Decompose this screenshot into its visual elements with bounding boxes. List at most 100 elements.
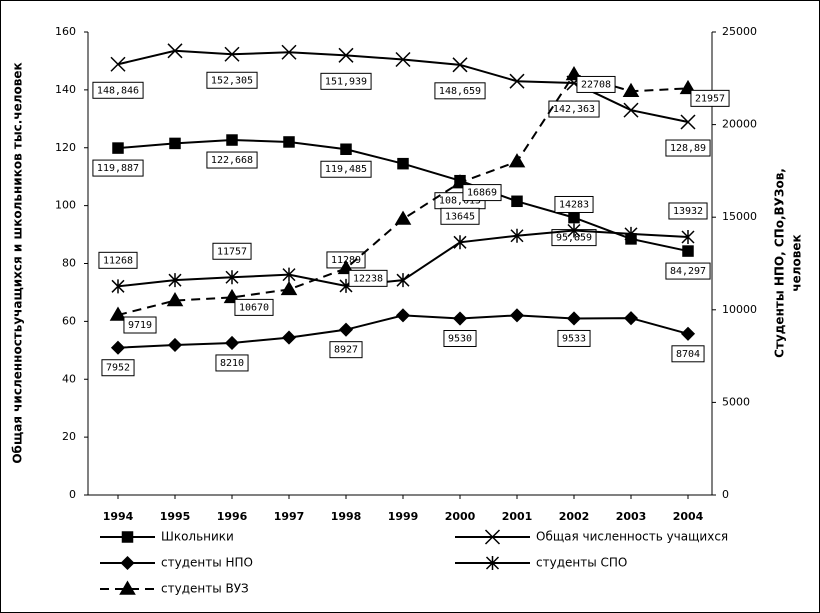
data-point (509, 73, 525, 89)
data-label: 12238 (353, 273, 383, 284)
data-point (396, 273, 410, 288)
data-point (395, 308, 411, 323)
y-tick-label: 40 (62, 372, 76, 385)
x-tick-label: 1994 (103, 510, 134, 523)
data-point (281, 330, 297, 345)
y2-axis-label: человек (790, 234, 804, 291)
data-label: 9530 (448, 334, 472, 345)
data-point (395, 51, 411, 68)
data-point (166, 292, 184, 307)
data-point (624, 226, 638, 241)
data-label: 84,297 (670, 266, 706, 277)
legend-marker (120, 555, 135, 571)
data-point (397, 157, 409, 170)
x-tick-label: 2000 (445, 510, 476, 523)
data-label: 11268 (103, 255, 133, 266)
data-label: 151,939 (325, 76, 367, 87)
x-tick-label: 1998 (331, 510, 362, 523)
data-point (680, 326, 696, 341)
data-label: 95,859 (556, 233, 592, 244)
data-point (510, 228, 524, 243)
data-label-box (329, 341, 363, 359)
data-label: 11757 (217, 246, 247, 257)
data-label: 9533 (562, 333, 586, 344)
data-point (340, 143, 352, 155)
data-point (452, 57, 468, 73)
data-label-box (206, 151, 258, 169)
data-label: 22708 (581, 79, 611, 90)
data-label: 108,615 (439, 196, 481, 207)
data-point (568, 211, 580, 224)
data-point (509, 308, 525, 323)
data-label-box (557, 329, 591, 347)
data-label: 119,485 (325, 164, 367, 175)
y-tick-label: 160 (55, 25, 76, 38)
legend-label: студенты НПО (161, 556, 253, 570)
data-label: 14283 (559, 199, 589, 210)
series-line (117, 139, 689, 253)
data-label: 148,846 (97, 85, 139, 96)
data-label-box (348, 269, 388, 287)
data-label: 9719 (128, 320, 152, 331)
y2-tick-label: 20000 (722, 118, 757, 131)
legend-label: Школьники (161, 530, 234, 544)
data-point (281, 44, 297, 60)
data-point (283, 136, 295, 148)
data-label-box (690, 89, 730, 107)
data-label-box (101, 359, 135, 377)
data-label-box (548, 100, 600, 118)
data-label: 7952 (106, 363, 130, 374)
data-point (111, 279, 125, 294)
x-tick-label: 2001 (502, 510, 533, 523)
y-tick-label: 0 (69, 488, 76, 501)
x-tick-label: 1995 (160, 510, 191, 523)
data-point (680, 114, 696, 130)
data-label-box (234, 298, 274, 316)
data-point (167, 337, 183, 353)
y2-tick-label: 0 (722, 488, 729, 501)
data-point (338, 322, 354, 337)
legend-marker (119, 580, 136, 595)
data-point (682, 245, 694, 257)
y-tick-label: 140 (55, 83, 76, 96)
data-label: 8704 (676, 349, 700, 360)
data-label: 13932 (673, 206, 703, 217)
data-label: 10670 (239, 302, 269, 313)
legend-label: студенты СПО (536, 556, 627, 570)
data-label-box (98, 251, 138, 269)
data-point (623, 102, 639, 118)
data-point (681, 229, 695, 244)
x-tick-label: 1997 (274, 510, 305, 523)
data-label-box (665, 262, 711, 280)
data-label-box (671, 345, 705, 363)
data-label: 128,89 (670, 143, 706, 154)
x-tick-label: 2002 (559, 510, 590, 523)
data-label: 122,668 (211, 155, 253, 166)
data-label-box (440, 207, 480, 225)
data-point (452, 311, 468, 326)
data-point (109, 306, 127, 321)
data-point (511, 195, 523, 208)
data-point (280, 280, 298, 296)
data-label-box (320, 160, 372, 178)
x-tick-label: 1999 (388, 510, 419, 523)
y-axis-label: Общая численностьучащихся и школьников т… (11, 62, 25, 463)
data-label-box (665, 139, 711, 157)
legend-marker (121, 531, 134, 543)
y-tick-label: 20 (62, 430, 76, 443)
data-label-box (206, 71, 258, 89)
y-tick-label: 80 (62, 257, 76, 270)
data-label-box (576, 75, 616, 93)
data-label-box (123, 316, 157, 334)
data-point (566, 311, 582, 326)
x-tick-label: 1996 (217, 510, 248, 523)
data-label-box (212, 242, 252, 260)
data-label: 8927 (334, 345, 358, 356)
data-label: 142,363 (553, 104, 595, 115)
data-label-box (668, 202, 708, 220)
data-point (394, 210, 412, 225)
data-point (224, 335, 240, 351)
data-point (112, 142, 124, 154)
legend-marker (484, 529, 501, 545)
